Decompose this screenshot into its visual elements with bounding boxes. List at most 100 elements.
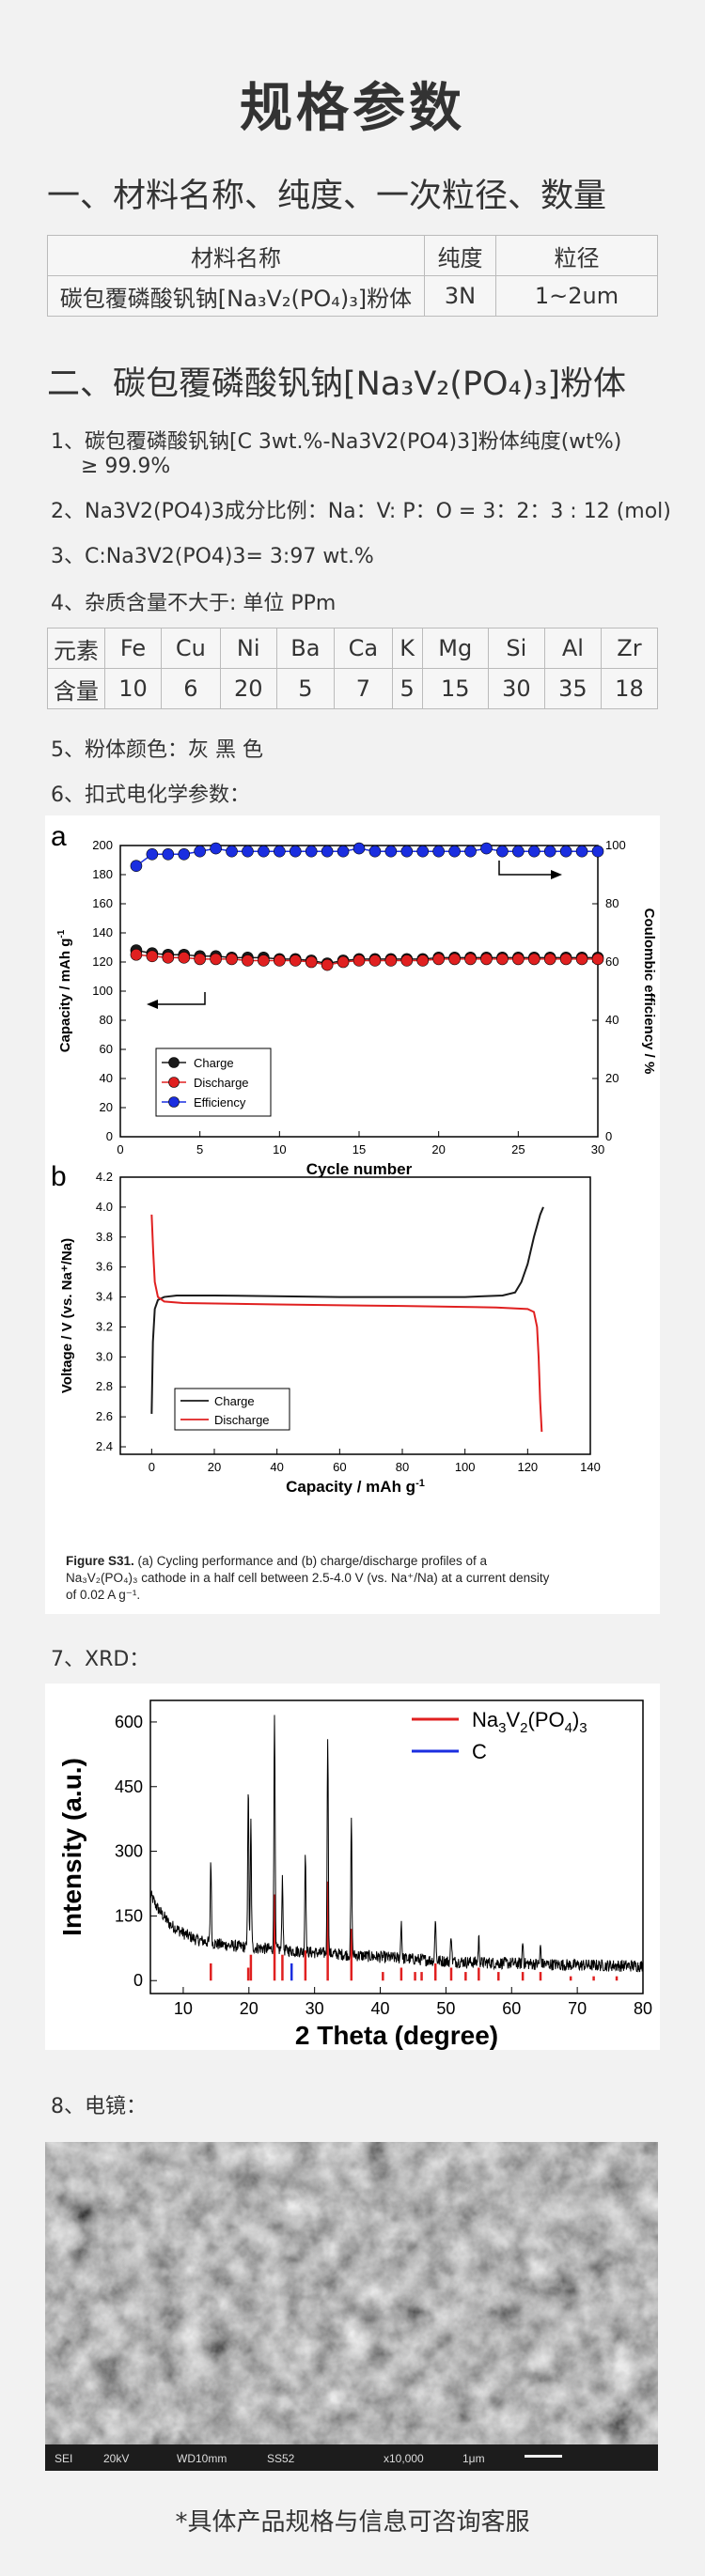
materials-table: 材料名称 纯度 粒径 碳包覆磷酸钒钠[Na₃V₂(PO₄)₃]粉体 3N 1~2… <box>47 235 658 317</box>
data-point-efficiency <box>305 845 318 858</box>
y-tick-label: 4.2 <box>96 1170 113 1184</box>
legend-label-nvp: Na3V2(PO4)3 <box>472 1708 588 1736</box>
y-tick-label: 0 <box>106 1129 113 1143</box>
elements-label: 元素 <box>47 628 105 669</box>
data-point-discharge <box>432 953 445 966</box>
panel-label-b: b <box>51 1163 67 1192</box>
y-tick-label: 3.8 <box>96 1230 113 1244</box>
sem-info-scale: 1μm <box>462 2452 485 2465</box>
arrow-to-left-axis <box>156 992 206 1005</box>
data-point-efficiency <box>512 845 525 858</box>
sem-info-mode: SEI <box>55 2452 72 2465</box>
x-tick-label: 50 <box>436 1999 455 2018</box>
item8: 8、电镜： <box>51 2095 147 2118</box>
data-point-efficiency <box>559 845 572 858</box>
data-point-efficiency <box>210 842 222 855</box>
data-point-discharge <box>527 953 540 966</box>
data-point-efficiency <box>242 845 254 858</box>
data-point-efficiency <box>368 845 382 858</box>
element-cell: Ba <box>275 628 335 669</box>
item4: 4、杂质含量不大于: 单位 PPm <box>51 592 337 615</box>
element-cell: Mg <box>421 628 489 669</box>
cell-purity: 3N <box>424 275 496 317</box>
legend-marker <box>168 1057 180 1068</box>
y-tick-label: 3.4 <box>96 1290 113 1304</box>
xrd-figure: 10 20 30 40 50 60 70 80 0 150 300 450 600 2 Theta (de… <box>45 1684 660 2050</box>
header-purity: 纯度 <box>424 235 496 276</box>
sem-info-ss: SS52 <box>267 2452 295 2465</box>
x-tick-label: 80 <box>396 1460 409 1474</box>
legend-label-carbon: C <box>472 1740 487 1763</box>
x-tick-label: 15 <box>352 1142 366 1156</box>
data-point-discharge <box>575 953 588 966</box>
section1-heading: 一、材料名称、纯度、一次粒径、数量 <box>47 178 607 215</box>
sem-info-mag: x10,000 <box>384 2452 424 2465</box>
data-point-discharge <box>400 954 414 967</box>
y2-tick-label: 0 <box>605 1129 612 1143</box>
plot-frame <box>119 1176 591 1455</box>
data-point-discharge <box>226 953 238 966</box>
value-cell: 7 <box>333 668 393 709</box>
data-point-efficiency <box>432 845 445 858</box>
svg-text:Figure S31. (a) Cycling perfor: Figure S31. (a) Cycling performance and … <box>66 1554 487 1568</box>
data-point-discharge <box>321 958 334 971</box>
y-tick-label: 140 <box>92 925 113 939</box>
x-tick-label: 10 <box>273 1142 286 1156</box>
y-tick-label: 0 <box>133 1971 143 1990</box>
impurity-values-row: 含量 10 6 20 5 7 5 15 30 35 18 <box>47 668 659 709</box>
y-tick-label: 100 <box>92 984 113 998</box>
data-point-discharge <box>352 954 366 967</box>
data-point-efficiency <box>400 845 414 858</box>
impurity-table: 元素 Fe Cu Ni Ba Ca K Mg Si Al Zr 含量 10 6 … <box>47 628 659 709</box>
plot-frame <box>149 1699 644 1994</box>
y2-tick-label: 60 <box>605 954 619 969</box>
y-tick-label: 2.6 <box>96 1409 113 1423</box>
value-cell: 10 <box>103 668 163 709</box>
x-tick-label: 30 <box>306 1999 324 2018</box>
data-point-efficiency <box>162 847 175 861</box>
element-cell: Ca <box>333 628 393 669</box>
x-tick-label: 0 <box>149 1460 155 1474</box>
footer-note: *具体产品规格与信息可咨询客服 <box>175 2508 530 2537</box>
element-cell: K <box>391 628 423 669</box>
value-cell: 20 <box>219 668 277 709</box>
data-point-discharge <box>337 955 350 969</box>
y2-tick-label: 100 <box>605 838 626 852</box>
element-cell: Al <box>543 628 602 669</box>
content-label: 含量 <box>47 668 105 709</box>
x-tick-label: 25 <box>511 1142 525 1156</box>
element-cell: Zr <box>600 628 659 669</box>
data-point-discharge <box>242 954 254 967</box>
data-point-discharge <box>305 955 318 969</box>
y2-tick-label: 20 <box>605 1071 619 1085</box>
sem-scale-bar <box>525 2455 562 2458</box>
y2-tick-label: 40 <box>605 1013 619 1027</box>
data-point-discharge <box>384 954 398 967</box>
data-point-efficiency <box>194 845 206 858</box>
arrow-to-right-axis <box>498 861 553 876</box>
value-cell: 35 <box>543 668 602 709</box>
value-cell: 5 <box>275 668 335 709</box>
header-material-name: 材料名称 <box>47 235 425 276</box>
x-tick-label: 40 <box>371 1999 390 2018</box>
sem-info-voltage: 20kV <box>103 2452 129 2465</box>
y-tick-label: 300 <box>115 1842 143 1861</box>
legend-label: Charge <box>194 1056 234 1070</box>
element-cell: Cu <box>161 628 221 669</box>
y2-tick-label: 80 <box>605 896 619 910</box>
x-tick-label: 5 <box>196 1142 203 1156</box>
y-axis-title: Capacity / mAh g-1 <box>56 929 73 1052</box>
data-point-discharge <box>274 954 286 967</box>
y-tick-label: 20 <box>100 1100 113 1114</box>
data-point-discharge <box>194 953 206 966</box>
arrow-head-right <box>551 870 562 879</box>
data-point-discharge <box>464 953 477 966</box>
x-tick-label: 140 <box>580 1460 601 1474</box>
legend-label: Discharge <box>214 1413 270 1427</box>
y-axis-title: Voltage / V (vs. Na⁺/Na) <box>59 1238 75 1393</box>
value-cell: 30 <box>487 668 545 709</box>
arrow-head-left <box>147 1000 158 1009</box>
x-tick-label: 60 <box>502 1999 521 2018</box>
data-point-discharge <box>543 953 556 966</box>
y-tick-label: 3.2 <box>96 1319 113 1333</box>
